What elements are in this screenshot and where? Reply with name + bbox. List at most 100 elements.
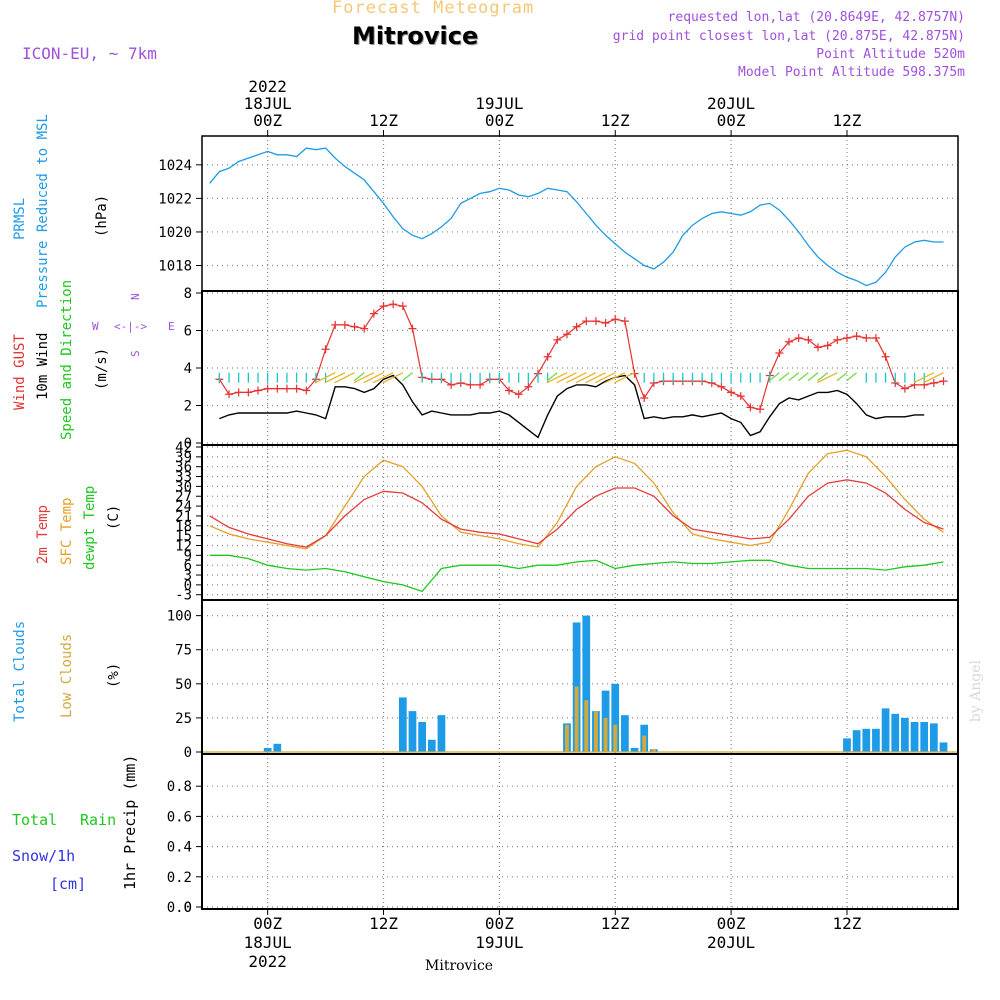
panel-frame [201, 444, 959, 601]
y-tick-label: 0.8 [167, 779, 192, 795]
wind-gust-label: Wind GUST [12, 334, 28, 410]
gust-marker [591, 317, 600, 326]
wind-direction-arrow [556, 372, 577, 384]
gust-marker [929, 379, 938, 387]
temp-2m-line [209, 479, 944, 548]
gust-marker [727, 388, 736, 397]
gust-marker [369, 309, 378, 318]
y-tick-label: 1022 [158, 191, 192, 207]
gust-marker [505, 386, 514, 395]
y-tick-label: 0.2 [167, 870, 192, 886]
y-tick-label: 0 [184, 436, 192, 452]
panel-frame [201, 135, 959, 292]
y-tick-label: 12 [175, 538, 192, 554]
total-cloud-bar [621, 715, 629, 752]
gust-marker [804, 335, 813, 344]
wind-direction-arrow [788, 372, 800, 382]
gust-marker [939, 377, 948, 386]
time-label-bottom: 12Z [833, 914, 862, 933]
wind-direction-arrow [817, 372, 838, 384]
pressure-unit: (hPa) [94, 195, 110, 237]
wind-direction-arrow [778, 372, 790, 382]
pressure-line [209, 147, 944, 287]
total-cloud-bar [920, 722, 929, 752]
y-tick-label: 15 [175, 529, 192, 545]
gust-marker [340, 320, 349, 329]
time-label-bottom: 2022 [248, 952, 287, 971]
wind-direction-arrow [546, 372, 558, 382]
total-cloud-bar [881, 708, 890, 752]
time-label-bottom: 19JUL [475, 933, 523, 952]
model-altitude: Model Point Altitude 598.375m [738, 65, 965, 80]
total-cloud-bar [418, 722, 426, 752]
panel-frame [201, 290, 959, 446]
gust-marker [601, 319, 610, 327]
gust-marker [746, 403, 755, 412]
total-cloud-bar [630, 747, 639, 752]
grid-point-coords: grid point closest lon,lat (20.875E, 42.… [612, 29, 965, 44]
wind-direction-arrow [817, 372, 829, 382]
y-tick-label: 0.4 [167, 840, 192, 856]
pressure-label: PRMSL [12, 198, 28, 240]
gust-marker [379, 302, 388, 311]
low-cloud-bar [651, 749, 656, 752]
time-label-top: 00Z [485, 111, 514, 130]
wind-direction-arrow [334, 372, 355, 384]
gust-marker [785, 337, 794, 346]
time-label-top: 2022 [248, 77, 287, 96]
y-tick-label: 21 [175, 509, 192, 525]
time-label-bottom: 00Z [717, 914, 746, 933]
time-label-top: 12Z [833, 111, 862, 130]
gust-marker [244, 388, 253, 397]
low-cloud-bar [565, 724, 569, 752]
wind-unit: (m/s) [94, 348, 110, 390]
y-tick-label: 6 [184, 324, 192, 340]
gust-marker [620, 317, 629, 326]
gust-marker [282, 384, 291, 393]
footer-station: Mitrovice [425, 958, 494, 974]
wind-direction-arrow [923, 372, 944, 384]
gust-marker [514, 390, 523, 399]
gust-marker [572, 322, 581, 331]
gust-marker [900, 384, 909, 393]
time-label-bottom: 00Z [485, 914, 514, 933]
precip-total-label: Total [12, 811, 57, 829]
gust-marker [273, 384, 282, 393]
temp-unit: (C) [106, 505, 122, 530]
time-label-top: 00Z [717, 111, 746, 130]
clouds-unit: (%) [106, 663, 122, 688]
y-tick-label: 24 [175, 499, 192, 515]
total-cloud-bar [437, 715, 446, 752]
sfc-temp-label: SFC Temp [59, 498, 75, 565]
wind-direction-arrow [402, 372, 413, 382]
wind-direction-arrow [353, 372, 365, 382]
y-tick-label: 3 [184, 568, 192, 584]
low-cloud-bar [574, 686, 579, 752]
total-cloud-bar [930, 723, 938, 752]
y-tick-label: 0 [184, 578, 192, 594]
wind-direction-arrow [846, 372, 858, 382]
y-tick-label: 100 [167, 609, 192, 625]
gust-marker [524, 382, 533, 391]
y-tick-label: 27 [175, 489, 192, 505]
gust-marker [350, 322, 359, 331]
total-cloud-bar [582, 615, 591, 752]
y-tick-label: 0 [184, 900, 192, 916]
wind-direction-arrow [565, 372, 587, 384]
y-tick-label: 0.0 [167, 900, 192, 916]
wind-direction-arrow [314, 372, 336, 384]
low-cloud-bar [642, 735, 647, 752]
wind-direction-arrow [382, 372, 404, 384]
gust-marker [736, 392, 745, 401]
gust-marker [321, 345, 330, 354]
gust-marker [263, 384, 272, 393]
gust-marker [640, 394, 649, 402]
gust-marker [582, 317, 591, 326]
requested-coords: requested lon,lat (20.8649E, 42.8757N) [667, 10, 965, 25]
wind-direction-arrow [768, 372, 780, 382]
panel-frame [201, 753, 959, 910]
gust-marker [302, 386, 311, 395]
compass-n: N [129, 293, 142, 300]
wind-speed-line [219, 374, 925, 439]
